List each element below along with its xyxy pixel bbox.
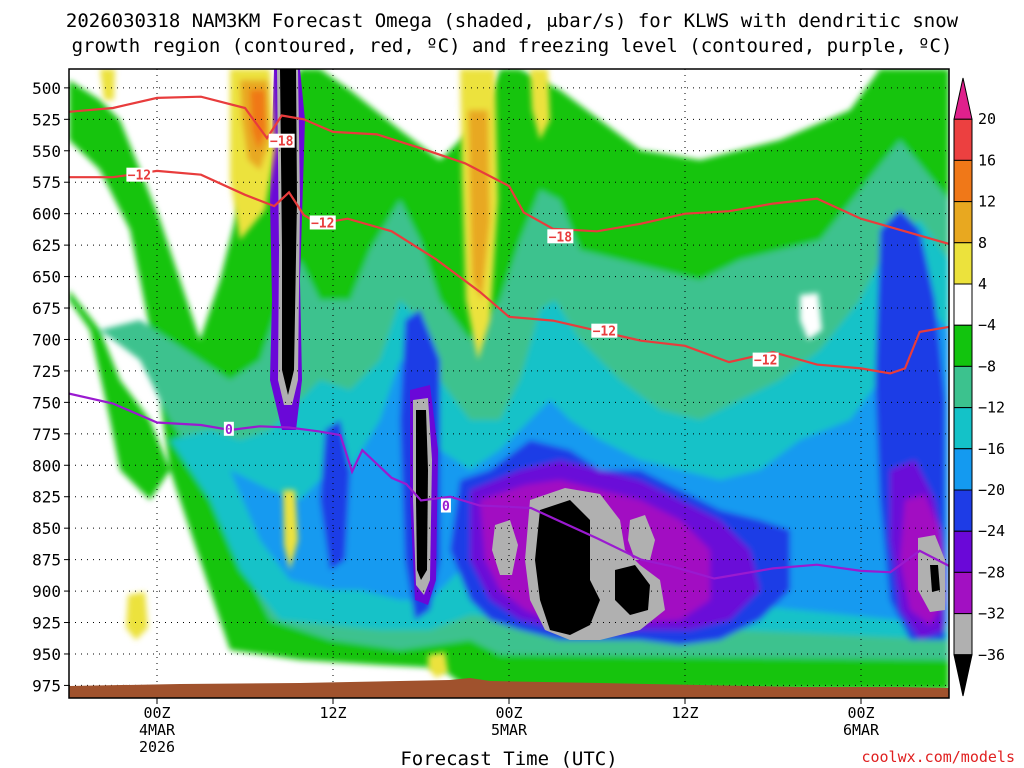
colorbar-swatch bbox=[953, 118, 973, 161]
colorbar-label: 12 bbox=[978, 193, 996, 211]
contour-label-bg bbox=[126, 167, 153, 182]
contour-label-bg bbox=[268, 133, 295, 148]
colorbar-swatch bbox=[953, 654, 973, 697]
y-tick-label: 650 bbox=[32, 268, 61, 287]
contour-label-bg bbox=[223, 421, 234, 436]
y-tick-label: 900 bbox=[32, 582, 61, 601]
omega-shaded-field bbox=[69, 69, 949, 690]
contour-label: −18 bbox=[549, 230, 573, 245]
y-tick-label: 975 bbox=[32, 676, 61, 695]
colorbar-label: 8 bbox=[978, 234, 987, 252]
colorbar-label: −12 bbox=[978, 399, 1005, 417]
x-tick-label: 00Z bbox=[495, 704, 522, 722]
colorbar-swatch bbox=[953, 365, 973, 409]
contour-label-bg bbox=[309, 215, 336, 230]
y-axis: 500 525 550 575 600 625 650 675 700 725 750 775 800 8… bbox=[32, 79, 69, 695]
terrain-ground bbox=[69, 678, 949, 698]
colorbar-swatch bbox=[953, 201, 973, 244]
contour-label: −12 bbox=[311, 216, 334, 231]
contour-label-bg bbox=[547, 229, 574, 244]
colorbar-swatch bbox=[953, 77, 973, 120]
x-tick-label: 12Z bbox=[671, 704, 698, 722]
contour-label: −12 bbox=[754, 354, 777, 369]
colorbar-label: −24 bbox=[978, 522, 1005, 540]
y-tick-label: 775 bbox=[32, 425, 61, 444]
colorbar-swatch bbox=[953, 242, 973, 285]
y-tick-label: 825 bbox=[32, 488, 61, 507]
colorbar-label: −8 bbox=[978, 357, 996, 375]
colorbar-label: −20 bbox=[978, 481, 1005, 499]
contour-line bbox=[69, 169, 949, 375]
y-tick-label: 725 bbox=[32, 362, 61, 381]
y-tick-label: 575 bbox=[32, 173, 61, 192]
x-tick-label: 00Z bbox=[847, 704, 874, 722]
contour-label: −18 bbox=[270, 135, 294, 150]
x-tick-label: 2026 bbox=[139, 738, 175, 756]
colorbar-swatch bbox=[953, 489, 973, 532]
contour-label-bg bbox=[440, 498, 451, 513]
y-tick-label: 500 bbox=[32, 79, 61, 98]
colorbar-swatch bbox=[953, 283, 973, 326]
contour-label-bg bbox=[752, 352, 779, 367]
contour-label: −12 bbox=[593, 325, 616, 340]
colorbar-label: −4 bbox=[978, 316, 996, 334]
contour-layer: −18 −12 −12 −18 −12 −12 0 0 bbox=[69, 95, 949, 580]
y-tick-label: 800 bbox=[32, 456, 61, 475]
y-tick-label: 925 bbox=[32, 614, 61, 633]
contour-label: 0 bbox=[225, 423, 233, 438]
colorbar-label: 4 bbox=[978, 275, 987, 293]
y-tick-label: 525 bbox=[32, 110, 61, 129]
colorbar-swatch bbox=[953, 324, 973, 367]
x-axis-label: Forecast Time (UTC) bbox=[400, 748, 617, 768]
x-tick-label: 5MAR bbox=[491, 721, 528, 739]
y-tick-label: 625 bbox=[32, 236, 61, 255]
contour-label: 0 bbox=[442, 500, 450, 515]
colorbar: 20 16 12 8 4 −4 −8 −12 −16 −20 −24 −28 −32 −36 bbox=[953, 77, 1005, 697]
y-tick-label: 675 bbox=[32, 299, 61, 318]
colorbar-label: −28 bbox=[978, 563, 1005, 581]
y-tick-label: 750 bbox=[32, 393, 61, 412]
colorbar-label: 16 bbox=[978, 151, 996, 169]
contour-line bbox=[69, 392, 949, 580]
colorbar-swatch bbox=[953, 613, 973, 656]
contour-line bbox=[69, 95, 949, 245]
x-tick-label: 6MAR bbox=[843, 721, 880, 739]
chart-title-line2: growth region (contoured, red, ºC) and f… bbox=[72, 35, 953, 57]
contour-label: −12 bbox=[128, 169, 151, 184]
y-tick-label: 700 bbox=[32, 330, 61, 349]
colorbar-swatch bbox=[953, 530, 973, 573]
credit-text: coolwx.com/models bbox=[861, 748, 1015, 766]
colorbar-label: −16 bbox=[978, 440, 1005, 458]
y-tick-label: 600 bbox=[32, 205, 61, 224]
chart-title-line1: 2026030318 NAM3KM Forecast Omega (shaded… bbox=[66, 10, 959, 32]
colorbar-label: −32 bbox=[978, 605, 1005, 623]
colorbar-swatch bbox=[953, 448, 973, 491]
x-tick-label: 00Z bbox=[143, 704, 170, 722]
colorbar-swatch bbox=[953, 407, 973, 450]
y-tick-label: 875 bbox=[32, 551, 61, 570]
y-tick-label: 850 bbox=[32, 519, 61, 538]
x-tick-label: 12Z bbox=[319, 704, 346, 722]
y-tick-label: 950 bbox=[32, 645, 61, 664]
colorbar-swatch bbox=[953, 571, 973, 615]
y-tick-label: 550 bbox=[32, 142, 61, 161]
colorbar-label: −36 bbox=[978, 646, 1005, 664]
colorbar-label: 20 bbox=[978, 110, 996, 128]
contour-label-bg bbox=[591, 323, 618, 338]
x-tick-label: 4MAR bbox=[139, 721, 176, 739]
colorbar-swatch bbox=[953, 159, 973, 203]
